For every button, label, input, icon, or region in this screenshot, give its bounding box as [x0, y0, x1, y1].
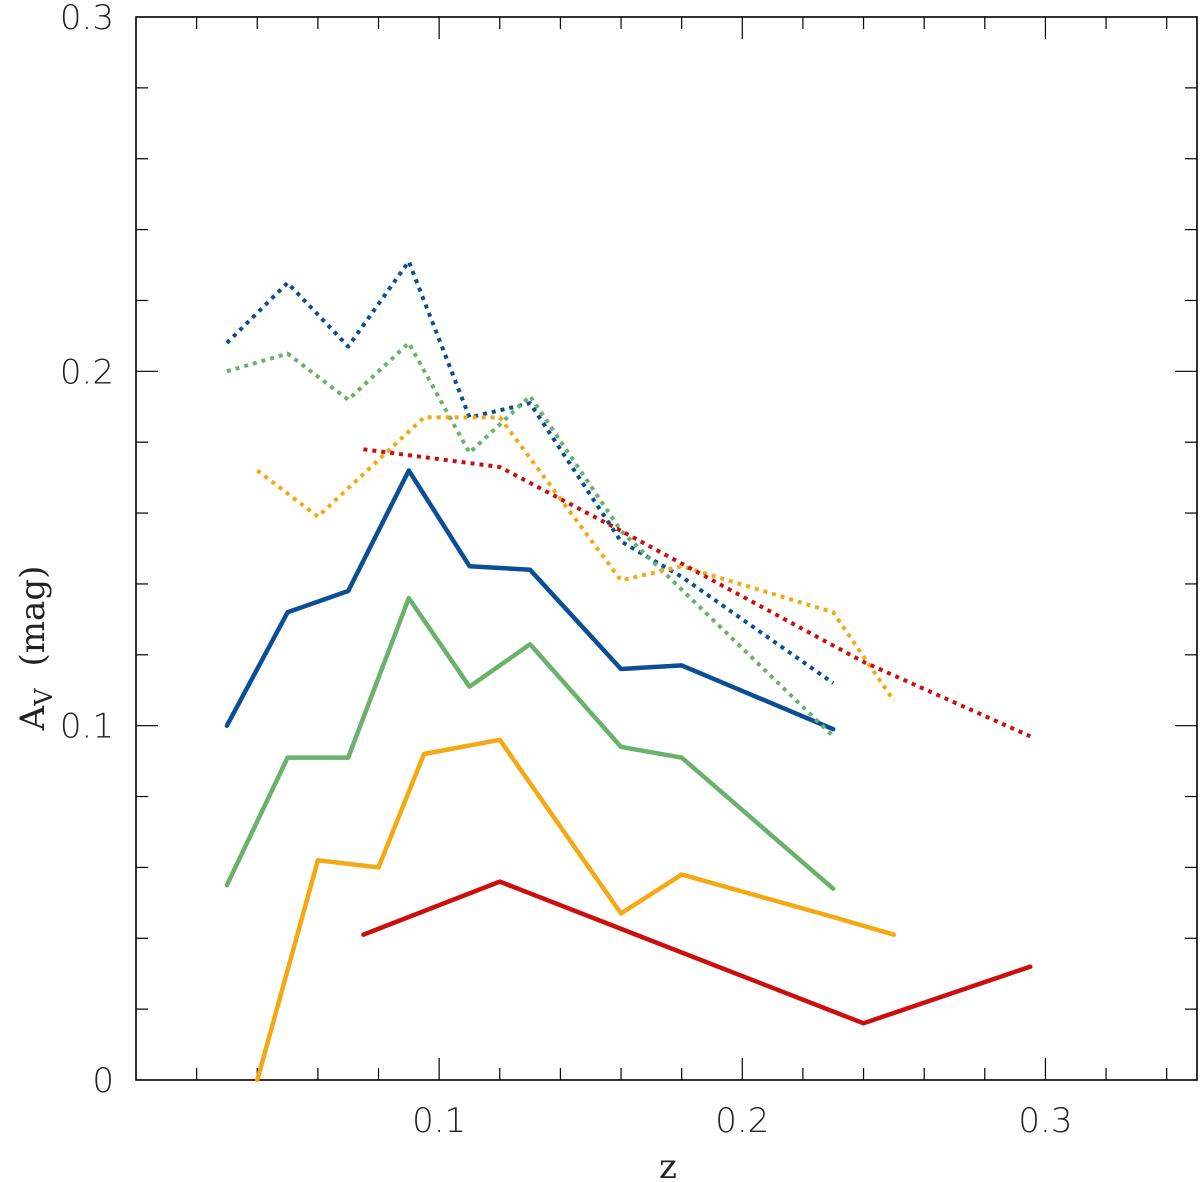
series-line-solid-3 — [361, 879, 1033, 1026]
y-tick-label: 0.1 — [60, 707, 114, 747]
x-axis-label: z — [659, 1147, 677, 1182]
series-line-solid-2 — [255, 737, 897, 1083]
x-tick-label: 0.1 — [412, 1101, 466, 1141]
tick-labels: 0.1 0.2 0.3 0 0.1 0.2 0.3 — [60, 0, 1073, 1141]
series-line-solid-1 — [224, 595, 836, 891]
y-tick-label: 0.2 — [60, 352, 114, 392]
series-line-dotted-5 — [226, 341, 835, 738]
y-tick-label: 0.3 — [60, 0, 114, 38]
y-axis-label-unit: (mag) — [13, 566, 53, 667]
x-tick-label: 0.3 — [1018, 1101, 1072, 1141]
y-axis-label: AV (mag) — [13, 566, 58, 732]
y-tick-label: 0 — [92, 1061, 114, 1101]
series-line-dotted-6 — [256, 415, 896, 703]
y-axis-label-main: A — [13, 705, 53, 731]
plot-frame — [135, 16, 1198, 1081]
series-group — [224, 259, 1033, 1083]
y-axis-label-subscript: V — [30, 688, 58, 707]
axis-ticks — [136, 17, 1197, 1080]
series-line-dotted-4 — [225, 259, 835, 685]
x-tick-label: 0.2 — [715, 1101, 769, 1141]
series-line-solid-0 — [224, 468, 836, 732]
series-line-dotted-7 — [363, 447, 1032, 739]
